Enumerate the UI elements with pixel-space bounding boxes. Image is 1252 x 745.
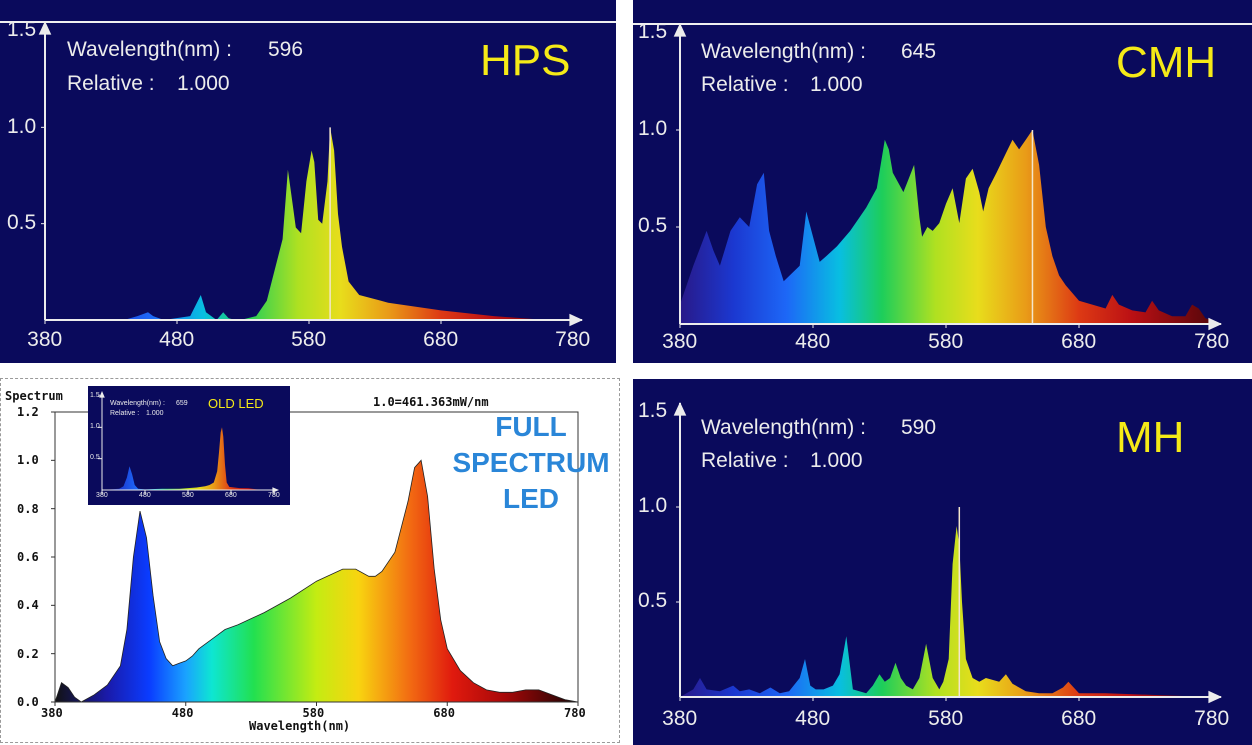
cmh-x-tick-label: 480 — [795, 330, 831, 353]
mh-y-tick-label: 0.5 — [638, 589, 668, 613]
led-annotation: 1.0=461.363mW/nm — [373, 395, 489, 409]
mh-y-tick-label: 1.5 — [638, 399, 668, 423]
cmh-x-tick-label: 780 — [1194, 330, 1230, 353]
led-x-tick-label: 680 — [433, 706, 455, 720]
mh-wavelength-label: Wavelength(nm) : — [701, 416, 866, 439]
hps-spectrum-panel: Wavelength(nm) : 596 Relative : 1.000 HP… — [0, 0, 616, 363]
cmh-x-arrow — [1208, 317, 1222, 331]
led-y-tick-label: 0.2 — [17, 646, 39, 661]
old_led-x-tick-label: 380 — [96, 492, 108, 499]
mh-chart — [673, 402, 1222, 704]
cmh-x-tick-label: 380 — [662, 330, 698, 353]
led-title-line-3: LED — [503, 483, 559, 514]
hps-x-tick-label: 780 — [555, 328, 591, 351]
old_led-y-tick-label: 1.5 — [90, 391, 100, 399]
cmh-relative-label: Relative : — [701, 73, 789, 96]
old_led-x-tick-label: 780 — [268, 492, 280, 499]
old-led-wavelength-value: 659 — [176, 400, 188, 407]
mh-relative-label: Relative : — [701, 449, 789, 472]
old_led-y-arrow — [99, 391, 105, 398]
led-x-tick-label: 480 — [171, 706, 194, 720]
mh-y-tick-label: 1.0 — [638, 494, 668, 518]
mh-x-tick-label: 680 — [1061, 707, 1097, 730]
old_led-x-tick-label: 580 — [182, 492, 194, 499]
cmh-relative-value: 1.000 — [810, 73, 863, 96]
old-led-title: OLD LED — [208, 396, 264, 411]
old-led-inset-panel: Wavelength(nm) : 659 Relative : 1.000 OL… — [88, 386, 290, 505]
led-y-tick-label: 0.0 — [17, 695, 39, 709]
cmh-y-tick-label: 1.0 — [638, 117, 668, 141]
led-x-tick-label: 580 — [302, 706, 325, 720]
mh-x-tick-label: 480 — [795, 707, 831, 730]
old_led-y-tick-label: 0.5 — [90, 454, 100, 462]
mh-spectrum-area — [680, 526, 1212, 697]
cmh-x-tick-label: 580 — [928, 330, 964, 353]
led-ylabel: Spectrum — [5, 389, 63, 403]
hps-wavelength-label: Wavelength(nm) : — [67, 38, 232, 61]
cmh-y-tick-label: 1.5 — [638, 20, 668, 44]
cmh-spectrum-panel: Wavelength(nm) : 645 Relative : 1.000 CM… — [633, 0, 1252, 363]
old-led-wavelength-label: Wavelength(nm) : — [110, 400, 165, 407]
hps-wavelength-value: 596 — [268, 38, 304, 61]
cmh-title: CMH — [1116, 38, 1217, 87]
mh-relative-value: 1.000 — [810, 449, 863, 472]
led-title-line-2: SPECTRUM — [452, 447, 610, 478]
mh-x-tick-label: 780 — [1194, 707, 1230, 730]
mh-x-tick-label: 380 — [662, 707, 698, 730]
mh-y-arrow — [673, 402, 687, 416]
mh-x-tick-label: 580 — [928, 707, 964, 730]
hps-x-tick-label: 380 — [27, 328, 63, 351]
led-spectrum-area — [54, 459, 579, 703]
hps-x-tick-label: 580 — [291, 328, 327, 351]
hps-y-tick-label: 0.5 — [7, 211, 37, 235]
led-y-tick-label: 1.2 — [17, 405, 39, 419]
cmh-spectrum-area — [680, 130, 1212, 324]
old_led-x-tick-label: 480 — [139, 492, 151, 499]
cmh-y-tick-label: 0.5 — [638, 214, 668, 238]
led-xlabel: Wavelength(nm) — [249, 719, 351, 733]
hps-x-tick-label: 480 — [159, 328, 195, 351]
old_led-spectrum-area — [102, 427, 274, 490]
cmh-wavelength-label: Wavelength(nm) : — [701, 40, 866, 63]
cmh-x-tick-label: 680 — [1061, 330, 1097, 353]
led-y-tick-label: 0.4 — [17, 598, 39, 613]
hps-relative-label: Relative : — [67, 72, 155, 95]
led-y-tick-label: 1.0 — [17, 453, 39, 468]
hps-relative-value: 1.000 — [177, 72, 230, 95]
led-y-tick-label: 0.8 — [17, 501, 39, 516]
cmh-y-arrow — [673, 23, 687, 37]
hps-title: HPS — [480, 36, 571, 85]
hps-y-tick-label: 1.5 — [7, 18, 37, 42]
mh-title: MH — [1116, 413, 1185, 462]
hps-x-tick-label: 680 — [423, 328, 459, 351]
hps-y-arrow — [38, 21, 52, 35]
led-title: FULL SPECTRUM LED — [431, 409, 631, 517]
led-title-line-1: FULL — [495, 411, 567, 442]
old-led-relative-value: 1.000 — [146, 410, 164, 417]
old-led-chart — [98, 391, 279, 494]
mh-spectrum-panel: Wavelength(nm) : 590 Relative : 1.000 MH… — [633, 379, 1252, 745]
led-y-tick-label: 0.6 — [17, 550, 39, 564]
hps-chart — [0, 21, 616, 327]
led-x-tick-label: 780 — [564, 706, 586, 720]
mh-x-arrow — [1208, 690, 1222, 704]
led-chart — [51, 411, 579, 706]
hps-x-arrow — [569, 313, 583, 327]
cmh-chart — [633, 23, 1252, 331]
led-x-tick-label: 380 — [41, 706, 63, 720]
old-led-relative-label: Relative : — [110, 410, 140, 417]
old_led-x-tick-label: 680 — [225, 492, 237, 499]
cmh-wavelength-value: 645 — [901, 40, 937, 63]
old_led-y-tick-label: 1.0 — [90, 423, 100, 431]
hps-spectrum-area — [45, 127, 573, 320]
hps-y-tick-label: 1.0 — [7, 114, 37, 138]
mh-wavelength-value: 590 — [901, 416, 937, 439]
